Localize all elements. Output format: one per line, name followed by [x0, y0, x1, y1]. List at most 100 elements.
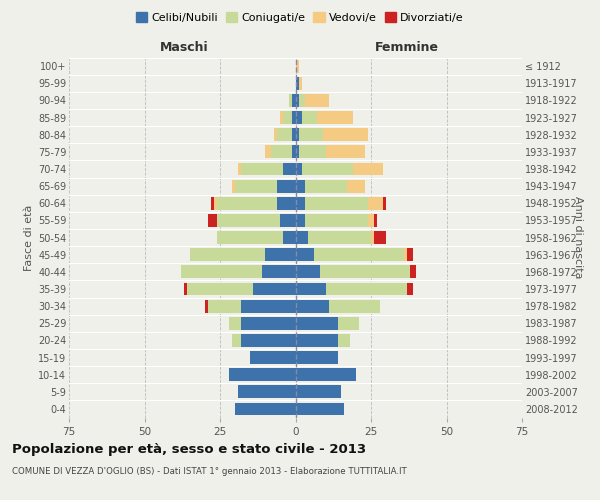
Bar: [410, 266, 416, 278]
Bar: [289, 94, 292, 107]
Bar: [296, 162, 302, 175]
Bar: [296, 402, 344, 415]
Bar: [296, 214, 305, 227]
Bar: [232, 334, 241, 347]
Bar: [250, 351, 296, 364]
Bar: [283, 111, 292, 124]
Bar: [292, 94, 296, 107]
Bar: [238, 162, 241, 175]
Bar: [280, 111, 283, 124]
Bar: [308, 231, 371, 244]
Bar: [190, 248, 265, 261]
Bar: [299, 77, 302, 90]
Bar: [296, 282, 326, 296]
Bar: [371, 231, 374, 244]
Bar: [292, 146, 296, 158]
Bar: [271, 146, 292, 158]
Bar: [229, 368, 296, 381]
Bar: [253, 282, 296, 296]
Bar: [302, 111, 317, 124]
Bar: [305, 180, 347, 192]
Bar: [296, 94, 299, 107]
Bar: [265, 146, 271, 158]
Bar: [314, 248, 404, 261]
Bar: [277, 197, 296, 209]
Bar: [404, 248, 407, 261]
Bar: [187, 282, 253, 296]
Bar: [292, 111, 296, 124]
Bar: [338, 334, 350, 347]
Bar: [299, 146, 326, 158]
Bar: [296, 248, 314, 261]
Bar: [305, 214, 368, 227]
Text: COMUNE DI VEZZA D'OGLIO (BS) - Dati ISTAT 1° gennaio 2013 - Elaborazione TUTTITA: COMUNE DI VEZZA D'OGLIO (BS) - Dati ISTA…: [12, 468, 407, 476]
Bar: [296, 146, 299, 158]
Bar: [181, 266, 262, 278]
Bar: [296, 111, 302, 124]
Bar: [229, 317, 241, 330]
Bar: [326, 282, 407, 296]
Bar: [299, 94, 305, 107]
Text: Maschi: Maschi: [160, 41, 208, 54]
Legend: Celibi/Nubili, Coniugati/e, Vedovi/e, Divorziati/e: Celibi/Nubili, Coniugati/e, Vedovi/e, Di…: [132, 8, 468, 28]
Bar: [296, 317, 338, 330]
Bar: [241, 300, 296, 312]
Bar: [296, 300, 329, 312]
Bar: [407, 248, 413, 261]
Y-axis label: Anni di nascita: Anni di nascita: [573, 196, 583, 279]
Bar: [338, 317, 359, 330]
Bar: [241, 317, 296, 330]
Bar: [407, 282, 413, 296]
Bar: [211, 197, 214, 209]
Bar: [283, 162, 296, 175]
Bar: [296, 334, 338, 347]
Bar: [292, 128, 296, 141]
Bar: [262, 266, 296, 278]
Bar: [235, 180, 277, 192]
Bar: [329, 300, 380, 312]
Bar: [217, 214, 280, 227]
Bar: [296, 180, 305, 192]
Bar: [323, 128, 368, 141]
Bar: [317, 111, 353, 124]
Bar: [296, 77, 299, 90]
Bar: [347, 180, 365, 192]
Bar: [280, 214, 296, 227]
Bar: [184, 282, 187, 296]
Bar: [296, 368, 356, 381]
Bar: [277, 128, 292, 141]
Bar: [296, 197, 305, 209]
Bar: [274, 128, 277, 141]
Bar: [208, 300, 241, 312]
Bar: [241, 334, 296, 347]
Bar: [296, 351, 338, 364]
Bar: [320, 266, 410, 278]
Bar: [283, 231, 296, 244]
Bar: [277, 180, 296, 192]
Bar: [205, 300, 208, 312]
Bar: [353, 162, 383, 175]
Bar: [296, 60, 299, 72]
Bar: [296, 386, 341, 398]
Bar: [305, 94, 329, 107]
Bar: [241, 162, 283, 175]
Bar: [326, 146, 365, 158]
Bar: [305, 197, 368, 209]
Bar: [299, 128, 323, 141]
Text: Femmine: Femmine: [375, 41, 439, 54]
Bar: [214, 197, 217, 209]
Bar: [374, 214, 377, 227]
Bar: [217, 231, 283, 244]
Bar: [374, 231, 386, 244]
Bar: [296, 266, 320, 278]
Bar: [217, 197, 277, 209]
Bar: [368, 197, 383, 209]
Bar: [296, 231, 308, 244]
Text: Popolazione per età, sesso e stato civile - 2013: Popolazione per età, sesso e stato civil…: [12, 442, 366, 456]
Bar: [368, 214, 374, 227]
Bar: [383, 197, 386, 209]
Bar: [296, 128, 299, 141]
Bar: [302, 162, 353, 175]
Bar: [265, 248, 296, 261]
Bar: [235, 402, 296, 415]
